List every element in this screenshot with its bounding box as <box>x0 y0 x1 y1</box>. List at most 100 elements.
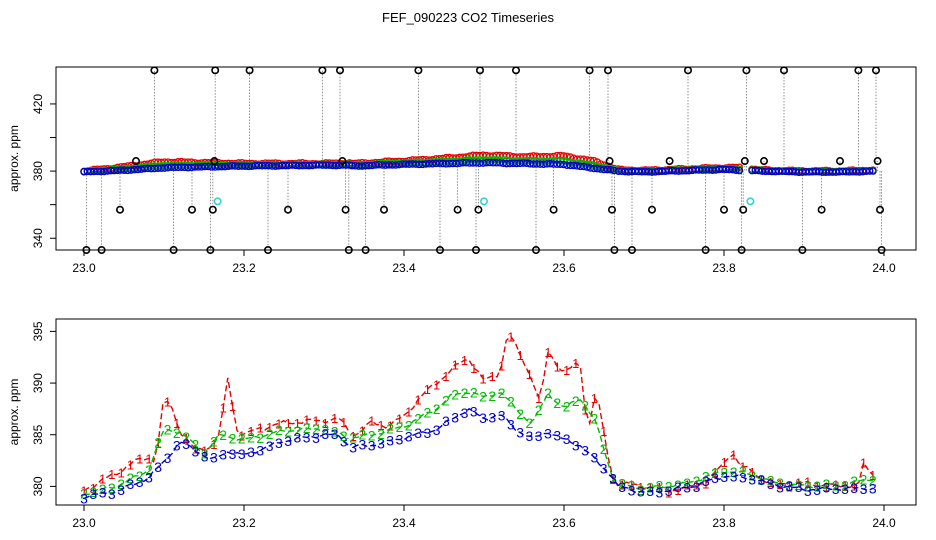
outlier-point <box>379 205 388 214</box>
cyan-point <box>746 197 755 206</box>
series-marker-3: 3 <box>136 474 144 490</box>
series-marker-2: 2 <box>80 486 88 502</box>
series-marker-1: 1 <box>776 477 783 492</box>
series-marker-3: 3 <box>656 485 664 501</box>
series-marker-2: 2 <box>256 430 264 446</box>
outlier-point <box>665 157 674 166</box>
series-marker-1: 1 <box>563 363 570 378</box>
series-marker-1: 1 <box>173 416 180 431</box>
series-marker-2: 2 <box>210 434 218 450</box>
outlier-point <box>607 205 616 214</box>
series-marker-3: 3 <box>238 446 246 462</box>
series-marker-3: 3 <box>414 425 422 441</box>
outlier-point <box>82 246 91 255</box>
series-marker-1: 1 <box>851 478 858 493</box>
series-marker-2: 2 <box>776 475 784 491</box>
series-marker-3: 3 <box>711 470 719 486</box>
outlier-point <box>208 205 217 214</box>
series-marker-3: 3 <box>544 426 552 442</box>
series-marker-2: 2 <box>628 478 636 494</box>
series-marker-1: 1 <box>322 416 329 431</box>
series-marker-2: 2 <box>656 478 664 494</box>
series-marker-3: 3 <box>89 486 97 502</box>
series-marker-2: 2 <box>424 405 432 421</box>
outlier-point <box>335 66 344 75</box>
series-marker-3: 3 <box>229 446 237 462</box>
series-marker-3: 3 <box>321 426 329 442</box>
series-marker-2: 2 <box>572 393 580 409</box>
series-marker-1: 1 <box>414 392 421 407</box>
series-marker-1: 1 <box>823 479 830 494</box>
series-marker-2: 2 <box>544 385 552 401</box>
outlier-point <box>605 157 614 166</box>
series-marker-1: 1 <box>266 420 273 435</box>
series-marker-3: 3 <box>442 413 450 429</box>
series-marker-2: 2 <box>266 426 274 442</box>
series-marker-2: 2 <box>674 477 682 493</box>
series-marker-1: 1 <box>99 472 106 487</box>
series-marker-3: 3 <box>637 484 645 500</box>
scatter-point-blue <box>869 167 877 175</box>
y-axis-label: approx. ppm <box>7 379 21 446</box>
series-marker-1: 1 <box>619 477 626 492</box>
series-marker-2: 2 <box>498 385 506 401</box>
outlier-point <box>875 205 884 214</box>
series-marker-1: 1 <box>544 345 551 360</box>
series-marker-3: 3 <box>424 425 432 441</box>
scatter-point-blue <box>735 166 744 175</box>
series-marker-2: 2 <box>219 427 227 443</box>
series-marker-2: 2 <box>553 395 561 411</box>
outlier-point <box>150 66 159 75</box>
series-marker-1: 1 <box>600 424 607 439</box>
series-marker-1: 1 <box>359 424 366 439</box>
outlier-point <box>742 66 751 75</box>
series-marker-2: 2 <box>433 401 441 417</box>
outlier-point <box>873 157 882 166</box>
series-marker-3: 3 <box>618 479 626 495</box>
outlier-point <box>471 246 480 255</box>
outlier-point <box>854 66 863 75</box>
series-marker-3: 3 <box>674 479 682 495</box>
series-marker-3: 3 <box>563 431 571 447</box>
series-marker-2: 2 <box>665 479 673 495</box>
series-marker-3: 3 <box>80 491 88 507</box>
series-marker-2: 2 <box>396 419 404 435</box>
series-marker-3: 3 <box>117 482 125 498</box>
series-marker-1: 1 <box>721 455 728 470</box>
series-marker-2: 2 <box>850 473 858 489</box>
series-marker-1: 1 <box>312 414 319 429</box>
scatter-point-blue <box>556 160 565 168</box>
x-tick-label: 23.0 <box>72 261 96 275</box>
series-marker-3: 3 <box>359 437 367 453</box>
series-marker-2: 2 <box>739 463 747 479</box>
scatter-point-blue <box>606 166 615 174</box>
outlier-point <box>701 246 710 255</box>
outlier-point <box>779 66 788 75</box>
series-marker-1: 1 <box>117 466 124 481</box>
scatter-point-blue <box>865 167 874 175</box>
series-marker-3: 3 <box>758 472 766 488</box>
series-marker-2: 2 <box>507 393 515 409</box>
series-marker-3: 3 <box>405 428 413 444</box>
scatter-point-blue <box>583 163 591 171</box>
series-marker-2: 2 <box>321 422 329 438</box>
series-marker-2: 2 <box>136 468 144 484</box>
series-marker-3: 3 <box>776 479 784 495</box>
series-marker-2: 2 <box>618 475 626 491</box>
series-marker-3: 3 <box>284 433 292 449</box>
series-marker-3: 3 <box>127 476 135 492</box>
outlier-point <box>283 205 292 214</box>
series-marker-1: 1 <box>127 457 134 472</box>
series-marker-1: 1 <box>368 414 375 429</box>
outlier-point <box>474 205 483 214</box>
outlier-point <box>798 246 807 255</box>
series-marker-2: 2 <box>785 477 793 493</box>
scatter-point-blue <box>732 166 740 174</box>
outlier-point <box>453 205 462 214</box>
series-marker-1: 1 <box>164 394 171 409</box>
series-marker-1: 1 <box>804 474 811 489</box>
series-marker-2: 2 <box>693 473 701 489</box>
series-marker-1: 1 <box>693 478 700 493</box>
series-marker-1: 1 <box>238 428 245 443</box>
series-marker-1: 1 <box>813 480 820 495</box>
